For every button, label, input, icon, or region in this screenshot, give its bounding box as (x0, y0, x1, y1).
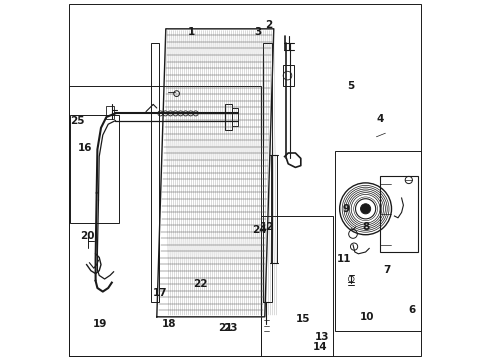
Text: 16: 16 (77, 143, 92, 153)
Text: 23: 23 (223, 323, 238, 333)
Bar (335, 151, 421, 331)
Bar (225, 104, 232, 130)
Text: 1: 1 (187, 27, 195, 37)
Bar (261, 216, 333, 356)
Text: 8: 8 (362, 222, 369, 232)
Bar (271, 155, 277, 263)
Text: 7: 7 (384, 265, 391, 275)
Bar (380, 176, 418, 252)
Text: 13: 13 (315, 332, 330, 342)
Text: 10: 10 (360, 312, 375, 322)
Text: 15: 15 (295, 314, 310, 324)
Text: 5: 5 (347, 81, 355, 91)
Text: 4: 4 (376, 114, 384, 124)
Text: 22: 22 (193, 279, 207, 289)
Text: 25: 25 (71, 116, 85, 126)
Bar (106, 106, 114, 119)
Bar (71, 115, 119, 223)
Bar (232, 108, 238, 126)
Circle shape (361, 204, 370, 214)
Text: 14: 14 (313, 342, 328, 352)
Text: 3: 3 (254, 27, 261, 37)
Bar (283, 65, 294, 86)
Bar (263, 43, 272, 302)
Text: 6: 6 (409, 305, 416, 315)
Text: 21: 21 (218, 323, 232, 333)
Text: 2: 2 (265, 20, 272, 30)
Text: 19: 19 (93, 319, 107, 329)
Text: 18: 18 (162, 319, 177, 329)
Bar (151, 43, 159, 302)
Text: 24: 24 (252, 225, 267, 235)
Text: 9: 9 (342, 204, 349, 214)
Text: 17: 17 (153, 288, 168, 298)
Bar (69, 86, 261, 356)
Text: 20: 20 (80, 231, 95, 241)
Text: 12: 12 (259, 222, 274, 232)
Text: 11: 11 (337, 254, 351, 264)
